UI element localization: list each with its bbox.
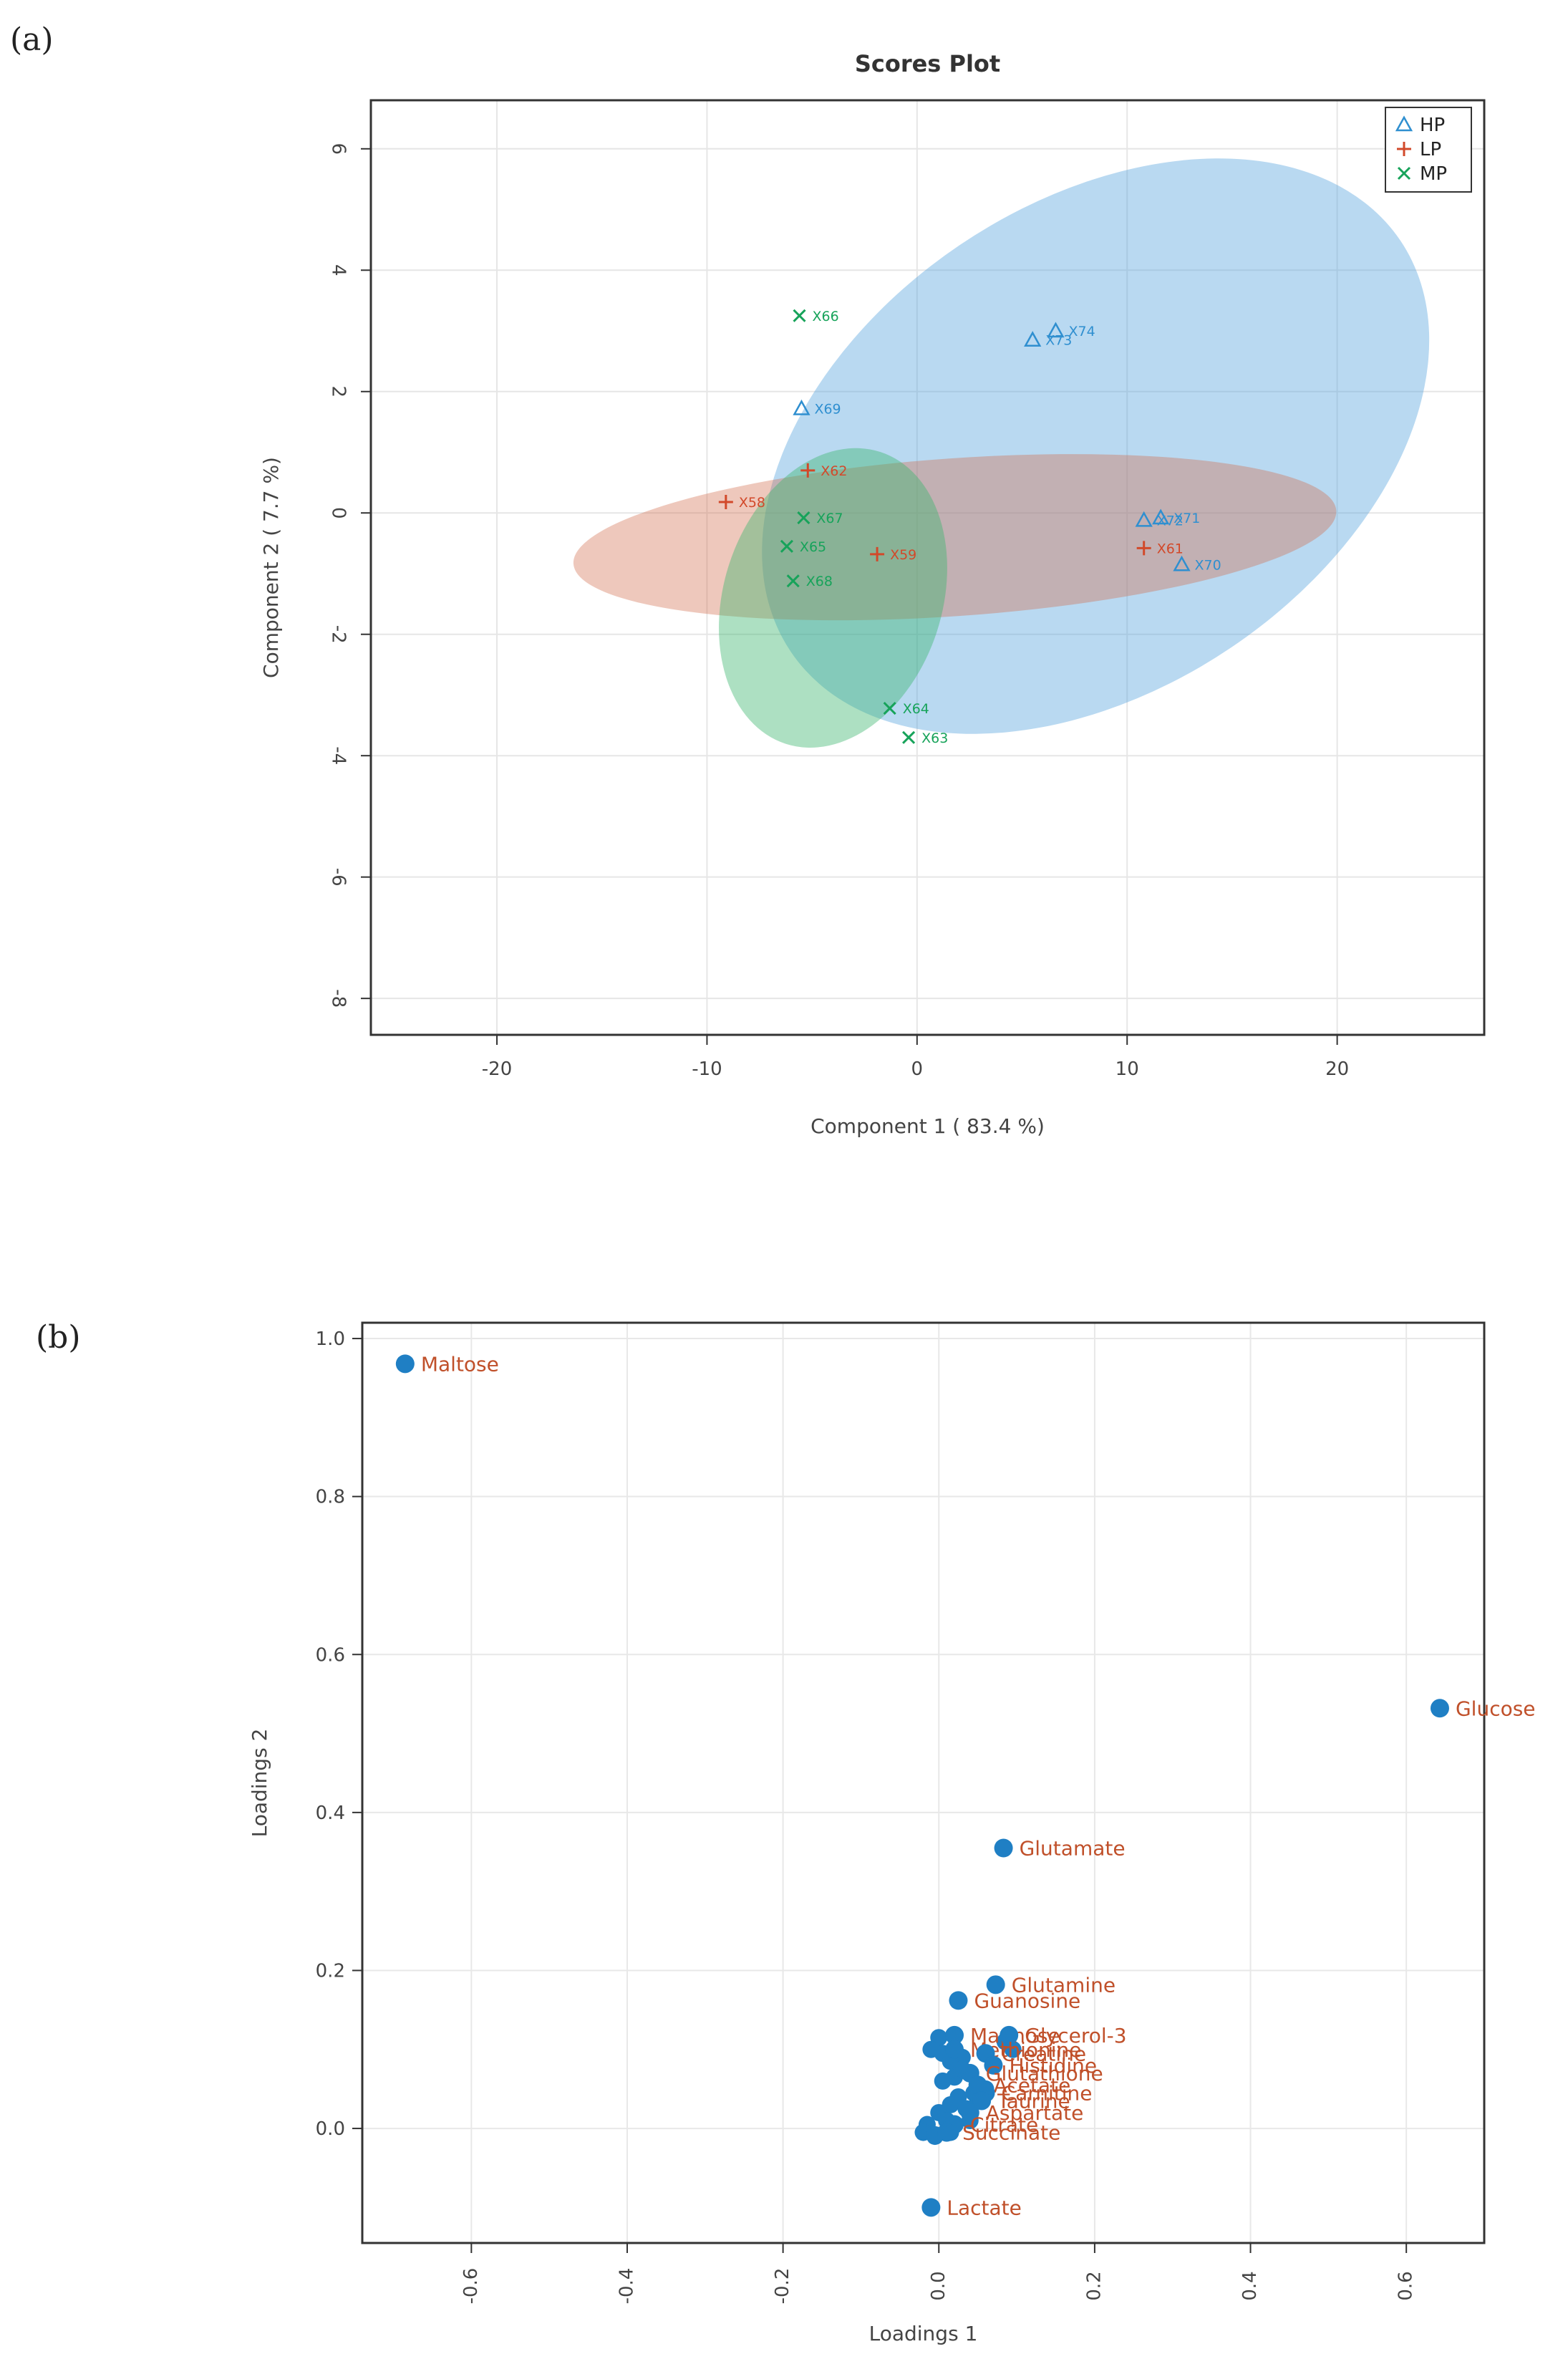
legend-label-mp: MP — [1420, 163, 1447, 185]
x-tick-label: 10 — [1115, 1058, 1139, 1080]
plot-frame — [362, 1323, 1484, 2243]
point-label-x68: X68 — [806, 574, 833, 589]
y-tick-label: 6 — [328, 143, 349, 155]
point-mp-x63 — [903, 732, 914, 743]
point-label-x61: X61 — [1157, 541, 1184, 556]
panel-label-a: (a) — [10, 21, 54, 58]
legend-label-lp: LP — [1420, 139, 1441, 160]
loading-point — [934, 2073, 952, 2090]
loading-label-lactate: Lactate — [947, 2196, 1022, 2219]
point-label-x66: X66 — [813, 309, 839, 324]
x-tick-label: 0.6 — [1395, 2271, 1417, 2300]
point-label-x67: X67 — [816, 511, 843, 526]
y-tick-label: 0.2 — [316, 1960, 345, 1982]
y-tick-label: -2 — [328, 625, 349, 644]
loading-label-glutamate: Glutamate — [1020, 1836, 1126, 1860]
point-label-x74: X74 — [1068, 324, 1095, 339]
y-tick-label: 0.0 — [316, 2118, 345, 2140]
y-axis-label: Component 2 ( 7.7 %) — [259, 457, 283, 678]
loading-label-guanosine: Guanosine — [974, 1989, 1080, 2012]
loading-label-succinate: Succinate — [962, 2121, 1060, 2145]
x-tick-label: 0.0 — [928, 2271, 949, 2300]
y-tick-label: -4 — [328, 746, 349, 765]
point-label-x64: X64 — [903, 701, 929, 717]
point-label-x65: X65 — [800, 539, 826, 555]
point-label-x59: X59 — [890, 547, 916, 563]
x-axis-label: Loadings 1 — [869, 2322, 978, 2345]
y-tick-label: 0.4 — [316, 1803, 345, 1824]
y-tick-label: 0.8 — [316, 1487, 345, 1508]
y-tick-label: -6 — [328, 868, 349, 887]
y-tick-label: 2 — [328, 385, 349, 397]
y-tick-label: 1.0 — [316, 1328, 345, 1350]
point-label-x58: X58 — [739, 495, 765, 511]
x-tick-label: -10 — [692, 1058, 722, 1080]
x-axis-label: Component 1 ( 83.4 %) — [810, 1114, 1045, 1138]
x-tick-label: -0.6 — [460, 2268, 482, 2305]
loading-point-guanosine — [949, 1991, 967, 2010]
y-tick-label: 4 — [328, 264, 349, 276]
y-tick-label: 0.6 — [316, 1644, 345, 1666]
chart-title: Scores Plot — [855, 50, 1000, 77]
loading-point-methionine — [945, 2040, 964, 2059]
point-label-x63: X63 — [921, 730, 948, 746]
legend-label-hp: HP — [1420, 115, 1445, 136]
point-mp-x66 — [794, 310, 805, 322]
point-label-x62: X62 — [821, 463, 847, 479]
x-tick-label: -20 — [482, 1058, 512, 1080]
y-tick-label: -8 — [328, 989, 349, 1008]
loading-label-maltose: Maltose — [421, 1352, 499, 1376]
x-tick-label: 0 — [911, 1058, 924, 1080]
loading-point-succinate — [937, 2123, 956, 2142]
point-label-x70: X70 — [1195, 557, 1221, 573]
point-label-x69: X69 — [814, 401, 841, 417]
figure-canvas: (a) -20 -10 0 10 206420-2-4-6-8Scores PlotCo… — [0, 0, 1568, 2359]
loading-point-glucose — [1431, 1699, 1449, 1717]
x-tick-label: 20 — [1325, 1058, 1349, 1080]
loading-point-glutamate — [994, 1838, 1013, 1857]
y-tick-label: 0 — [328, 507, 349, 519]
x-tick-label: -0.4 — [616, 2268, 637, 2305]
point-label-x71: X71 — [1173, 511, 1200, 526]
loading-point-lactate — [921, 2198, 940, 2216]
x-tick-label: -0.2 — [772, 2268, 793, 2305]
x-tick-label: 0.4 — [1239, 2271, 1261, 2300]
loading-label-glucose: Glucose — [1456, 1697, 1536, 1720]
loadings-plot: -0.6 -0.4 -0.2 0.0 0.2 0.4 0.6 1.0 0.8 0.6 0.4 0.2 0… — [248, 1323, 1536, 2345]
panel-label-b: (b) — [36, 1319, 81, 1356]
y-axis-label: Loadings 2 — [248, 1729, 271, 1838]
x-tick-label: 0.2 — [1083, 2271, 1105, 2300]
loading-point-maltose — [396, 1354, 415, 1373]
